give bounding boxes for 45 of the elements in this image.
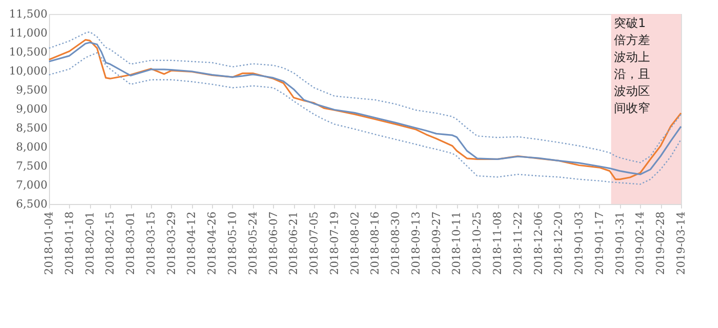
x-tick-label: 2018-08-16 <box>368 212 382 275</box>
y-tick-label: 9,500 <box>16 84 48 96</box>
band-label: 突破1倍方差波动上沿，且波动区间收窄 <box>614 16 650 115</box>
x-tick-label: 2019-02-14 <box>634 212 647 275</box>
x-tick-label: 2019-03-14 <box>674 212 688 275</box>
x-tick-label: 2018-12-06 <box>532 212 545 275</box>
y-tick-label: 11,000 <box>9 26 48 40</box>
y-tick-label: 7,000 <box>16 178 48 192</box>
x-tick-label: 2019-02-28 <box>654 212 668 275</box>
y-tick-label: 6,500 <box>16 198 48 210</box>
x-tick-label: 2018-07-05 <box>308 212 321 275</box>
y-tick-label: 10,500 <box>9 46 48 58</box>
x-tick-label: 2018-11-22 <box>511 212 524 275</box>
x-tick-label: 2018-07-19 <box>328 212 341 275</box>
x-tick-label: 2018-04-26 <box>206 212 219 275</box>
y-tick-label: 7,500 <box>16 160 48 172</box>
x-tick-label: 2018-11-08 <box>491 212 504 275</box>
y-tick-label: 10,000 <box>9 64 48 78</box>
x-tick-label: 2018-06-07 <box>266 212 280 275</box>
y-tick-label: 11,500 <box>9 8 48 20</box>
y-tick-label: 8,500 <box>16 122 48 134</box>
x-tick-label: 2018-01-18 <box>62 212 76 275</box>
x-tick-label: 2018-08-30 <box>389 212 402 275</box>
line-series <box>48 31 682 164</box>
x-tick-label: 2018-03-01 <box>124 212 138 275</box>
x-tick-label: 2018-04-12 <box>185 212 198 275</box>
x-tick-label: 2018-06-21 <box>287 212 300 275</box>
x-tick-label: 2018-09-27 <box>430 212 443 275</box>
x-tick-label: 2018-12-20 <box>552 212 566 275</box>
x-tick-label: 2018-09-13 <box>409 212 422 275</box>
x-tick-label: 2018-08-02 <box>348 212 362 275</box>
x-tick-label: 2019-01-17 <box>592 212 606 275</box>
x-tick-label: 2018-02-01 <box>83 212 96 275</box>
x-tick-label: 2018-10-11 <box>450 212 464 275</box>
x-tick-label: 2019-01-31 <box>613 212 626 275</box>
x-tick-label: 2018-01-04 <box>42 212 56 275</box>
x-tick-label: 2018-05-24 <box>246 212 260 275</box>
x-tick-label: 2019-01-03 <box>572 212 586 275</box>
y-tick-label: 9,000 <box>16 102 48 116</box>
x-tick-label: 2018-05-10 <box>226 212 239 275</box>
x-tick-label: 2018-03-29 <box>164 212 178 275</box>
x-tick-label: 2018-02-15 <box>104 212 117 275</box>
y-tick-label: 8,000 <box>16 140 48 154</box>
x-tick-label: 2018-03-15 <box>144 212 158 275</box>
x-tick-label: 2018-10-25 <box>470 212 484 275</box>
